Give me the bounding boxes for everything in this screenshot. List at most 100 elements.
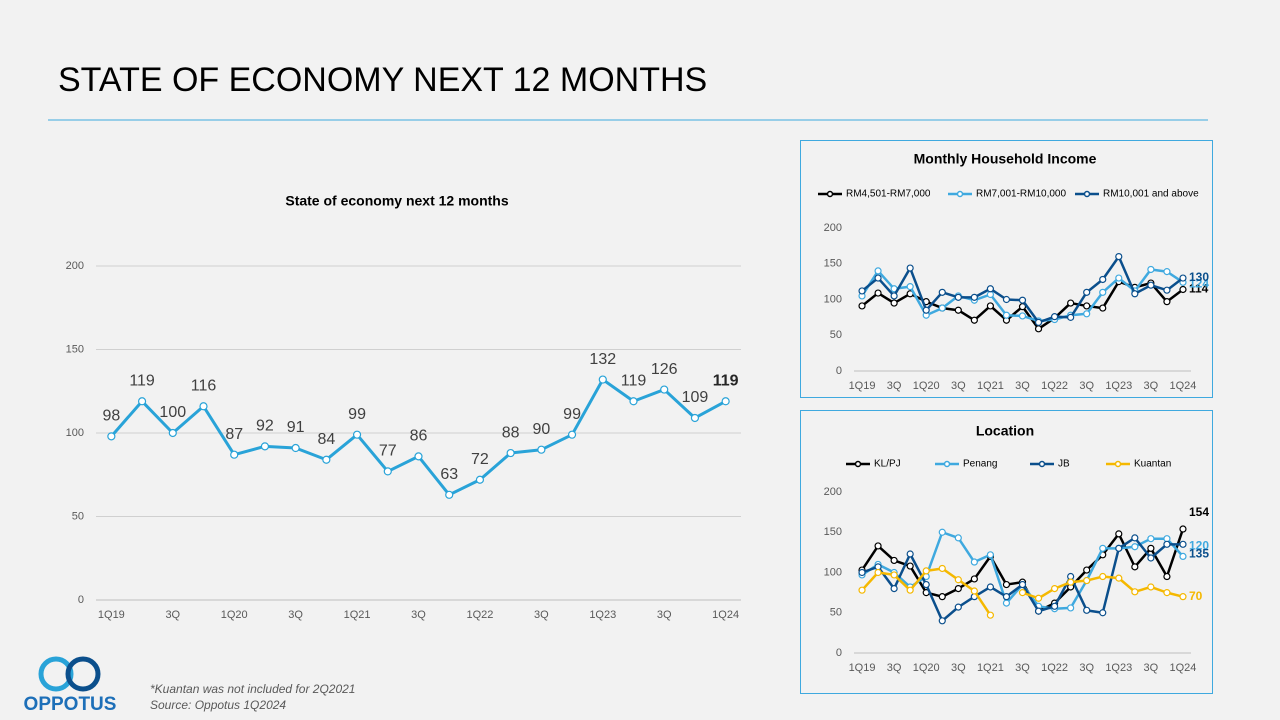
data-point: [954, 306, 962, 314]
data-label: 132: [589, 351, 616, 368]
data-label: 130: [1189, 270, 1209, 284]
y-tick-label: 150: [66, 343, 84, 355]
data-point: [970, 587, 978, 595]
x-tick-label: 3Q: [887, 662, 902, 674]
data-point: [1163, 572, 1171, 581]
x-tick-label: 1Q21: [344, 609, 371, 621]
data-label: 135: [1189, 546, 1209, 560]
x-tick-label: 3Q: [1079, 662, 1094, 674]
slide-title: STATE OF ECONOMY NEXT 12 MONTHS: [58, 61, 707, 99]
data-point: [1050, 602, 1059, 610]
chart-title: Monthly Household Income: [914, 151, 1097, 167]
data-point: [506, 448, 515, 458]
data-point: [1099, 572, 1107, 581]
logo-text: OPPOTUS: [24, 694, 117, 715]
data-label: 126: [651, 361, 678, 378]
x-tick-label: 1Q24: [1170, 662, 1197, 674]
data-point: [1002, 295, 1011, 304]
x-tick-label: 1Q24: [1170, 380, 1197, 392]
x-tick-label: 1Q23: [1105, 662, 1132, 674]
data-label: 114: [1189, 282, 1209, 296]
x-tick-label: 3Q: [1015, 662, 1030, 674]
data-point: [1147, 535, 1155, 543]
panel-border: [800, 410, 1213, 694]
data-point: [922, 306, 930, 314]
data-point: [954, 293, 962, 301]
data-point: [890, 584, 898, 593]
data-point: [1179, 525, 1187, 533]
data-point: [1147, 281, 1155, 289]
data-label: 100: [159, 404, 186, 421]
legend-label: RM4,501-RM7,000: [846, 189, 931, 200]
x-tick-label: 1Q20: [913, 662, 940, 674]
data-point: [858, 586, 866, 594]
legend-swatch: [1038, 460, 1046, 468]
data-point: [1163, 298, 1171, 306]
data-point: [954, 534, 962, 542]
data-point: [970, 293, 978, 301]
data-point: [1002, 580, 1011, 589]
data-point: [1083, 576, 1091, 585]
data-label: 87: [225, 426, 243, 443]
chart: Location 0 50 100 150 200 1Q19 3Q 1Q20 3Q 1Q21 3Q 1Q…: [824, 423, 1210, 674]
data-point: [1067, 604, 1075, 612]
data-point: [874, 289, 882, 297]
data-point: [890, 299, 898, 307]
data-label: 90: [532, 421, 550, 438]
legend-swatch: [854, 460, 862, 468]
data-point: [291, 443, 300, 453]
data-point: [986, 611, 995, 619]
data-label: 99: [563, 406, 581, 423]
data-point: [475, 475, 485, 484]
data-point: [660, 385, 669, 394]
chart: Monthly Household Income 0 50 100 150 200 1Q19…: [818, 151, 1209, 392]
data-point: [938, 593, 946, 601]
x-tick-label: 3Q: [1079, 380, 1094, 392]
data-point: [954, 584, 962, 593]
data-point: [858, 287, 866, 295]
data-label: 88: [502, 424, 520, 441]
data-point: [1050, 313, 1059, 321]
data-label: 84: [317, 431, 335, 448]
data-label: 119: [129, 372, 155, 389]
data-point: [414, 452, 423, 461]
data-point: [1131, 534, 1139, 542]
data-point: [986, 583, 995, 591]
data-point: [938, 304, 946, 312]
x-tick-label: 1Q19: [98, 609, 125, 621]
data-point: [890, 556, 898, 565]
y-tick-label: 200: [824, 486, 842, 498]
data-point: [874, 267, 882, 275]
data-point: [1018, 580, 1027, 589]
data-point: [1083, 302, 1091, 310]
data-point: [1099, 275, 1107, 284]
data-point: [970, 575, 978, 583]
y-tick-label: 0: [78, 594, 84, 606]
x-tick-label: 3Q: [657, 609, 672, 621]
data-point: [906, 264, 914, 272]
chart-title: Location: [976, 423, 1034, 439]
data-point: [922, 567, 930, 575]
data-point: [690, 413, 700, 423]
logo-ring: [38, 656, 74, 692]
x-tick-label: 3Q: [288, 609, 303, 621]
data-label: 98: [102, 408, 120, 425]
data-point: [107, 432, 116, 441]
x-tick-label: 1Q19: [849, 380, 876, 392]
data-point: [1050, 584, 1059, 593]
data-point: [1018, 296, 1027, 304]
data-point: [1083, 288, 1091, 296]
x-tick-label: 1Q20: [913, 380, 940, 392]
data-point: [1179, 540, 1187, 548]
data-point: [1115, 253, 1123, 261]
data-label: 72: [471, 451, 489, 468]
legend-swatch: [1114, 460, 1122, 468]
data-label: 124: [1189, 277, 1209, 291]
data-point: [1131, 543, 1139, 551]
data-point: [168, 428, 177, 438]
y-tick-label: 50: [72, 510, 84, 522]
logo-ring: [65, 656, 101, 692]
x-tick-label: 3Q: [1144, 662, 1159, 674]
data-point: [1131, 563, 1139, 571]
